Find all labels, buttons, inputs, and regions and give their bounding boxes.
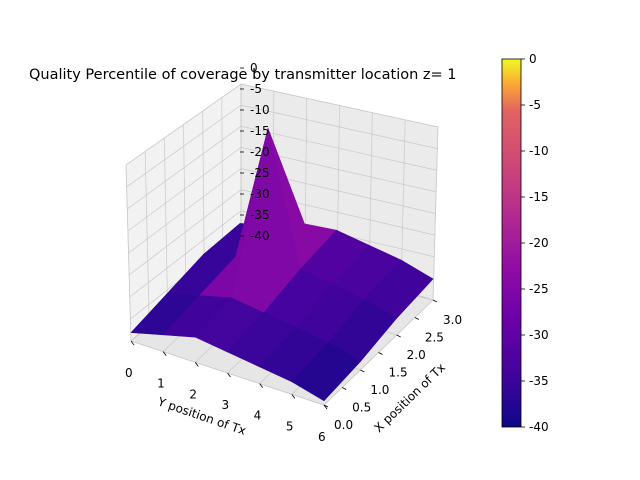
x-axis-tick-label: 1.5	[389, 366, 408, 380]
y-axis-tick	[195, 362, 199, 367]
colorbar-tick-label: -40	[529, 420, 549, 434]
colorbar-tick-label: -25	[529, 282, 549, 296]
z-axis-tick-label: -35	[250, 208, 270, 222]
colorbar-tick-label: -10	[529, 144, 549, 158]
left-pane-hgrid	[127, 147, 242, 232]
colorbar-tick-label: -30	[529, 328, 549, 342]
y-axis-tick	[291, 394, 296, 399]
z-axis-tick-label: -40	[250, 229, 270, 243]
left-pane-hgrid	[129, 210, 242, 298]
x-axis-tick-label: 3.0	[443, 313, 462, 327]
x-axis-tick-label: 1.0	[370, 383, 389, 397]
left-pane-hgrid	[126, 104, 242, 188]
left-pane-hgrid	[128, 189, 242, 276]
y-axis-tick-label: 1	[157, 377, 165, 391]
colorbar-tick-label: -15	[529, 190, 549, 204]
y-axis-tick	[162, 351, 167, 356]
y-axis-tick-label: 2	[189, 387, 197, 401]
y-axis-tick	[259, 383, 263, 388]
colorbar-tick-label: 0	[529, 52, 537, 66]
right-pane-hgrid	[240, 83, 439, 128]
x-axis-tick	[432, 299, 438, 303]
surface-patch	[291, 342, 361, 402]
x-axis-tick-label: 2.5	[425, 331, 444, 345]
x-axis-tick-label: 2.0	[407, 348, 426, 362]
y-axis-tick-label: 5	[286, 419, 294, 433]
x-axis-tick-label: 0.0	[334, 418, 353, 432]
y-axis-tick-label: 6	[318, 430, 326, 444]
x-axis-label: X position of Tx	[371, 360, 448, 435]
y-axis-label: Y position of Tx	[155, 394, 248, 438]
x-axis-tick	[360, 369, 365, 373]
surface-mesh	[130, 127, 434, 402]
z-axis-tick-label: -5	[250, 82, 262, 96]
z-axis-tick-label: -20	[250, 145, 270, 159]
right-pane-hgrid	[240, 104, 438, 149]
y-axis-tick-label: 3	[222, 398, 230, 412]
colorbar-tick-label: -20	[529, 236, 549, 250]
right-pane-hgrid	[240, 125, 437, 171]
colorbar-tick-label: -35	[529, 374, 549, 388]
z-axis-tick-label: -30	[250, 187, 270, 201]
y-axis-tick-label: 4	[254, 409, 262, 423]
z-axis-tick-label: -10	[250, 103, 270, 117]
colorbar-ticks: 0 -5 -10 -15 -20 -25 -30 -35 -40	[521, 52, 549, 434]
x-axis-tick	[378, 352, 383, 355]
x-axis-tick	[396, 334, 401, 338]
x-axis-tick-label: 0.5	[352, 401, 371, 415]
z-axis-tick-label: 0	[250, 61, 258, 75]
axis-ticks: 0 1 2 3 4 5 6 0.0 0.5 1.01.5 2.0 2.5 3.0 0 -5 -10 -15 -20…	[125, 61, 462, 444]
x-axis-tick	[341, 387, 347, 390]
y-axis-tick	[227, 372, 231, 378]
colorbar-tick-label: -5	[529, 98, 541, 112]
z-axis-tick-label: -15	[250, 124, 270, 138]
chart-title: Quality Percentile of coverage by transm…	[29, 67, 457, 83]
left-pane-hgrid	[125, 83, 242, 166]
x-axis-tick	[323, 404, 329, 408]
left-pane-hgrid	[128, 168, 242, 254]
y-axis-tick	[130, 340, 135, 346]
y-axis-tick-label: 0	[125, 366, 133, 380]
left-pane-hgrid	[127, 125, 242, 210]
colorbar	[501, 58, 522, 428]
z-axis-tick-label: -25	[250, 166, 270, 180]
x-axis-tick	[414, 317, 420, 320]
